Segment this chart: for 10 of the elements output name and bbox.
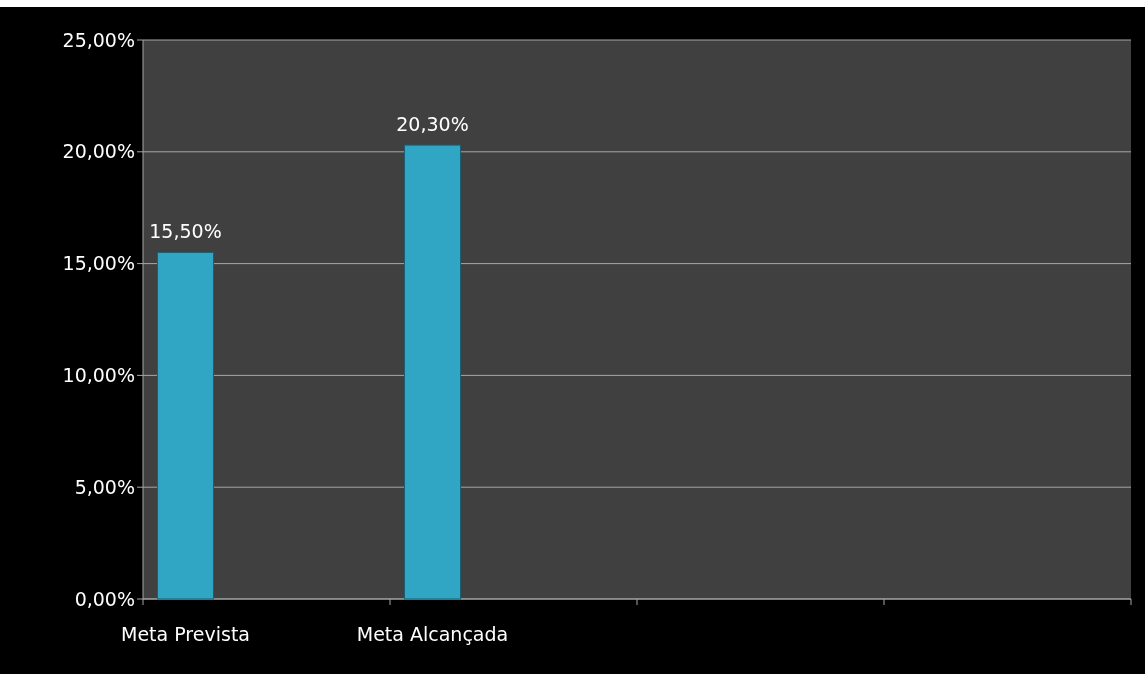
y-tick-label: 10,00% [62,364,135,387]
y-tick-label: 25,00% [62,28,135,51]
y-tick-label: 5,00% [74,475,135,498]
y-tick-label: 20,00% [62,140,135,163]
y-tick-label: 0,00% [74,587,135,610]
x-tick-label: Meta Prevista [121,623,250,645]
data-label: 15,50% [149,220,222,243]
x-tick-label: Meta Alcançada [356,623,509,645]
y-tick-label: 15,00% [62,252,135,275]
data-label: 20,30% [396,113,469,136]
